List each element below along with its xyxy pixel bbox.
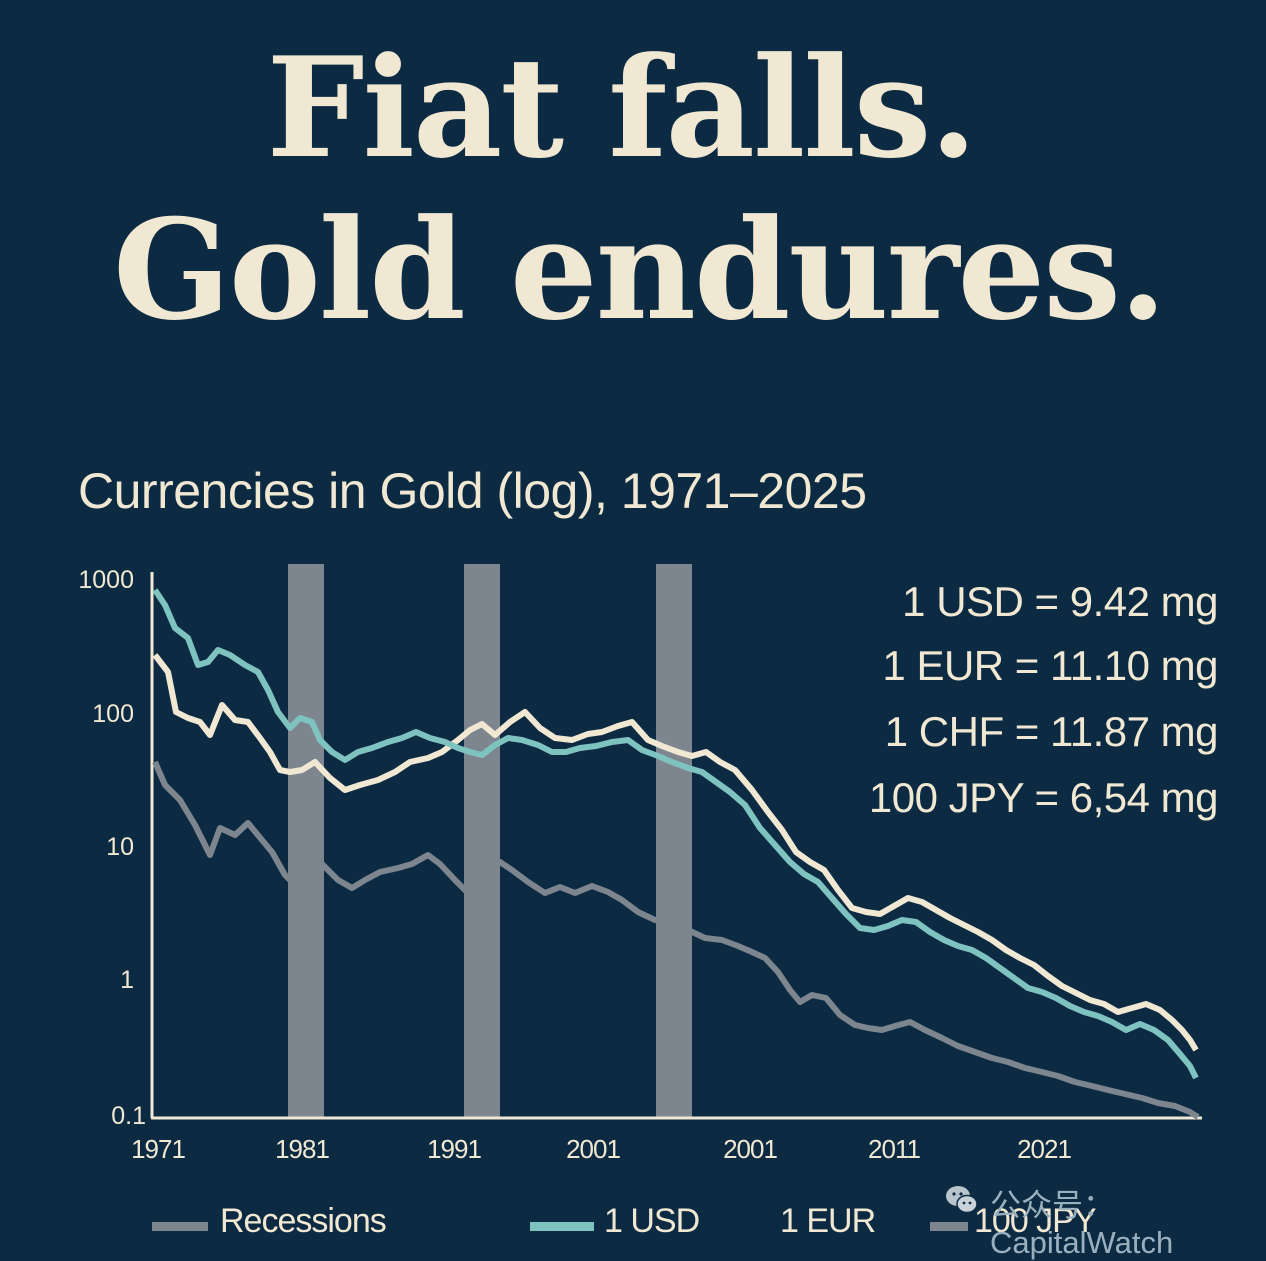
x-tick-2011: 2011	[868, 1134, 921, 1164]
recession-bar-3	[656, 564, 692, 1118]
y-tick-10: 10	[106, 833, 134, 861]
series-line-1-usd	[152, 588, 1199, 1080]
legend-swatch-usd	[530, 1222, 594, 1231]
y-tick-1000: 1000	[78, 566, 134, 594]
headline-line-2: Gold endures.	[112, 188, 1167, 351]
wechat-icon	[946, 1186, 978, 1214]
legend-label-recessions: Recessions	[220, 1202, 387, 1240]
recession-bar-1	[288, 564, 324, 1118]
legend-label-jpy: 100 JPY	[974, 1202, 1097, 1240]
legend-label-eur: 1 EUR	[780, 1202, 876, 1240]
x-tick-2001-a: 2001	[566, 1134, 621, 1164]
legend-label-usd: 1 USD	[604, 1202, 700, 1240]
headline-line-1: Fiat falls.	[266, 26, 978, 189]
annotation-usd: 1 USD = 9.42 mg	[902, 578, 1218, 625]
annotation-jpy: 100 JPY = 6,54 mg	[868, 774, 1219, 821]
x-tick-2001-b: 2001	[723, 1134, 778, 1164]
y-tick-0-1: 0.1	[111, 1102, 146, 1130]
annotation-chf: 1 CHF = 11.87 mg	[884, 708, 1219, 755]
chart-title: Currencies in Gold (log), 1971–2025	[78, 463, 867, 519]
series-line-1-eur	[152, 653, 1199, 1052]
recession-bar-2	[464, 564, 500, 1118]
x-tick-1981: 1981	[275, 1134, 330, 1164]
x-tick-2021: 2021	[1017, 1134, 1072, 1164]
watermark: 公众号：CapitalWatch	[990, 1188, 1174, 1260]
y-tick-100: 100	[92, 700, 134, 728]
annotation-eur: 1 EUR = 11.10 mg	[882, 642, 1218, 689]
legend-swatch-jpy	[930, 1222, 968, 1231]
series-line-100-jpy	[152, 760, 1200, 1120]
x-tick-1991: 1991	[427, 1134, 482, 1164]
legend-swatch-recessions	[152, 1222, 208, 1231]
x-tick-1971: 1971	[131, 1134, 186, 1164]
y-tick-1: 1	[120, 966, 134, 994]
